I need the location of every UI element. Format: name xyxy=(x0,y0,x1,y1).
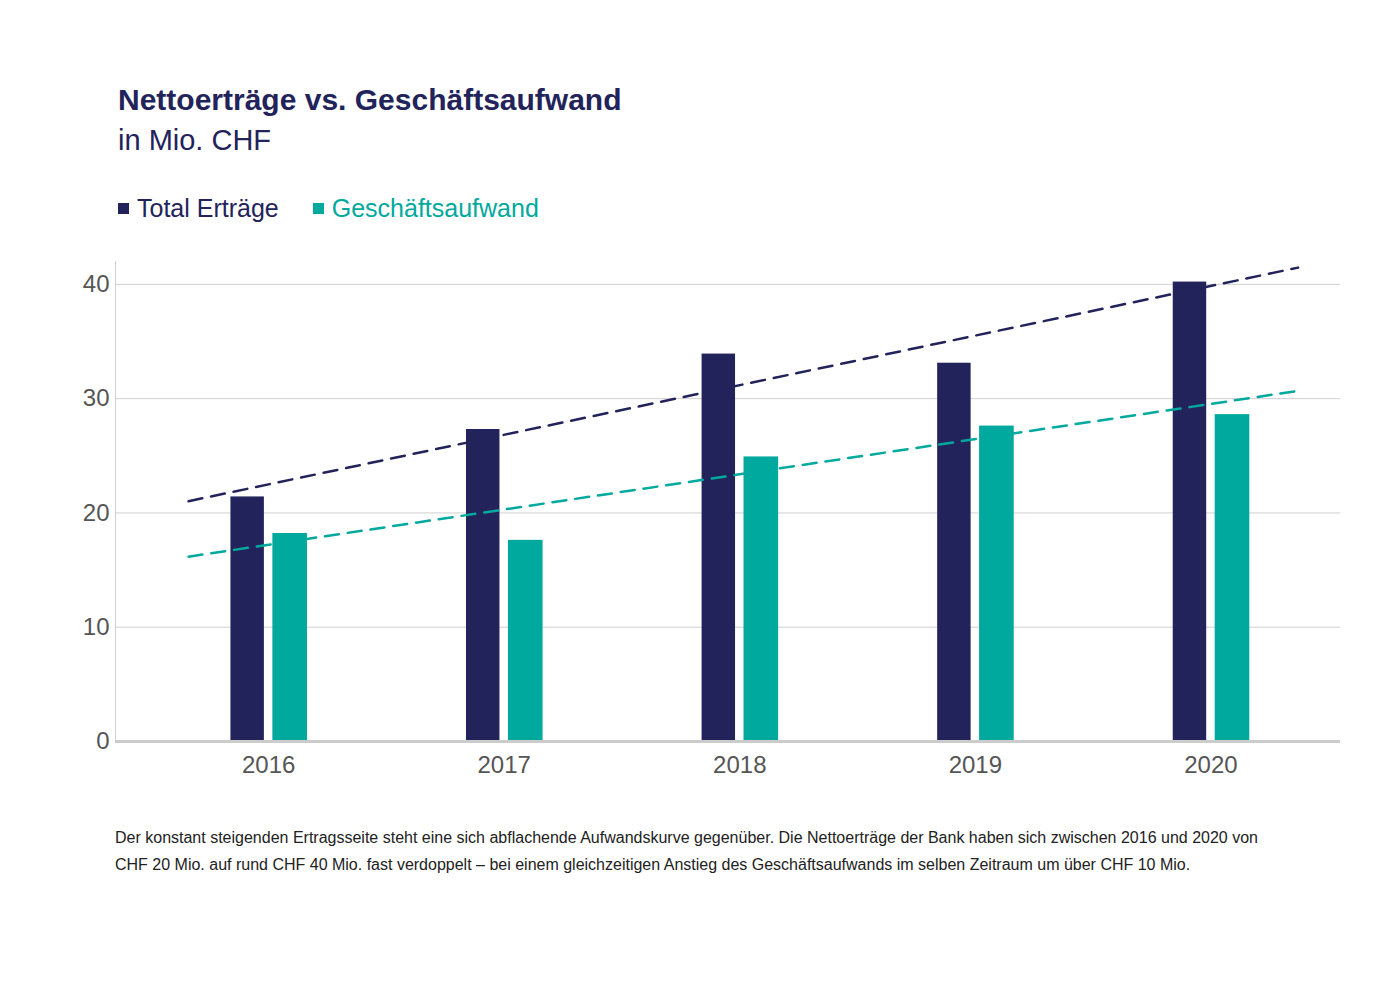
html-text:Nettoerträge vs. Geschäftsaufw: Nettoerträge vs. Geschäftsaufwand xyxy=(118,83,622,116)
svg-text:40: 40 xyxy=(83,270,110,297)
svg-text:2017: 2017 xyxy=(478,751,531,778)
svg-text:2020: 2020 xyxy=(1184,751,1237,778)
svg-text:10: 10 xyxy=(83,613,110,640)
svg-text:0: 0 xyxy=(96,727,109,754)
svg-text:20: 20 xyxy=(83,499,110,526)
svg-text:2019: 2019 xyxy=(949,751,1002,778)
html-text:in Mio. CHF: in Mio. CHF xyxy=(118,124,272,156)
html-text:Total Erträge: Total Erträge xyxy=(137,194,279,222)
html-text:Geschäftsaufwand: Geschäftsaufwand xyxy=(331,194,539,222)
svg-text:2016: 2016 xyxy=(242,751,295,778)
svg-text:30: 30 xyxy=(83,384,110,411)
html-text:Der konstant steigenden Ertrag: Der konstant steigenden Ertragsseite ste… xyxy=(115,829,1258,873)
svg-text:2018: 2018 xyxy=(713,751,766,778)
